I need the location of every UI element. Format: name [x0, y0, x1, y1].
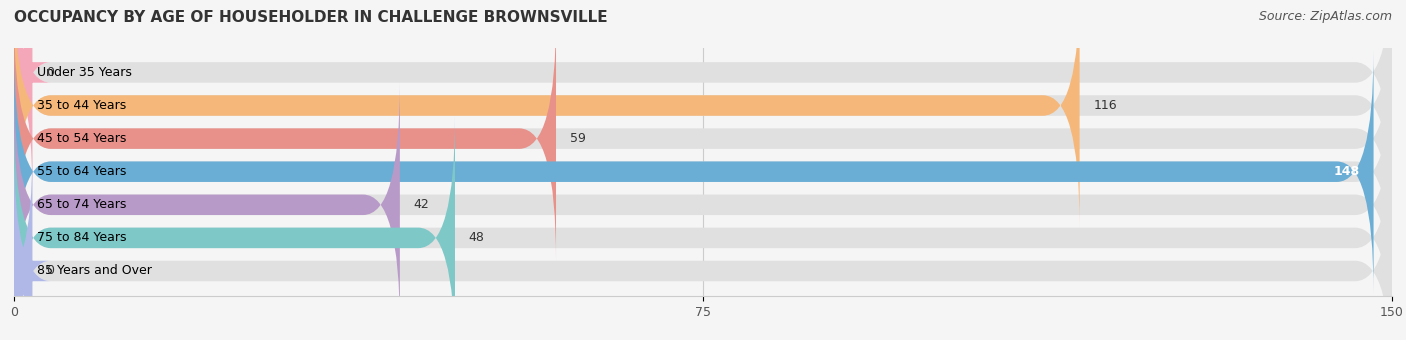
- FancyBboxPatch shape: [0, 0, 51, 194]
- Text: 116: 116: [1094, 99, 1116, 112]
- FancyBboxPatch shape: [0, 149, 51, 340]
- Text: Source: ZipAtlas.com: Source: ZipAtlas.com: [1258, 10, 1392, 23]
- Text: Under 35 Years: Under 35 Years: [37, 66, 132, 79]
- FancyBboxPatch shape: [14, 0, 1080, 227]
- FancyBboxPatch shape: [14, 116, 1392, 340]
- FancyBboxPatch shape: [14, 83, 1392, 327]
- FancyBboxPatch shape: [14, 116, 456, 340]
- Text: 65 to 74 Years: 65 to 74 Years: [37, 198, 127, 211]
- Text: 42: 42: [413, 198, 429, 211]
- FancyBboxPatch shape: [14, 0, 1392, 194]
- Text: 75 to 84 Years: 75 to 84 Years: [37, 232, 127, 244]
- Text: 35 to 44 Years: 35 to 44 Years: [37, 99, 127, 112]
- Text: 55 to 64 Years: 55 to 64 Years: [37, 165, 127, 178]
- FancyBboxPatch shape: [14, 17, 555, 261]
- FancyBboxPatch shape: [14, 50, 1374, 294]
- Text: 85 Years and Over: 85 Years and Over: [37, 265, 152, 277]
- FancyBboxPatch shape: [14, 83, 399, 327]
- Text: 45 to 54 Years: 45 to 54 Years: [37, 132, 127, 145]
- Text: OCCUPANCY BY AGE OF HOUSEHOLDER IN CHALLENGE BROWNSVILLE: OCCUPANCY BY AGE OF HOUSEHOLDER IN CHALL…: [14, 10, 607, 25]
- FancyBboxPatch shape: [14, 0, 1392, 227]
- FancyBboxPatch shape: [14, 50, 1392, 294]
- Text: 148: 148: [1334, 165, 1360, 178]
- FancyBboxPatch shape: [14, 17, 1392, 261]
- FancyBboxPatch shape: [14, 149, 1392, 340]
- Text: 59: 59: [569, 132, 586, 145]
- Text: 48: 48: [468, 232, 485, 244]
- Text: 0: 0: [46, 265, 55, 277]
- Text: 0: 0: [46, 66, 55, 79]
